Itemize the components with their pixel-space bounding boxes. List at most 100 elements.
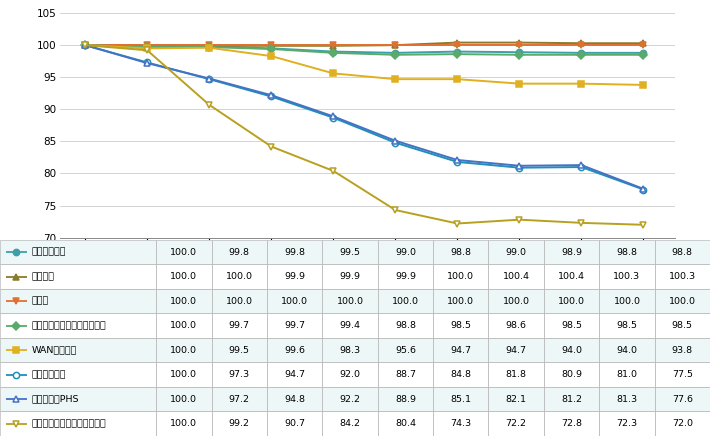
Text: 100.0: 100.0 <box>503 296 530 306</box>
Bar <box>599 264 655 289</box>
Bar <box>655 313 710 338</box>
Text: 100.0: 100.0 <box>392 296 419 306</box>
Bar <box>433 313 488 338</box>
Text: 74.3: 74.3 <box>450 419 471 428</box>
Text: 100.0: 100.0 <box>170 346 197 354</box>
Bar <box>378 240 433 264</box>
Bar <box>378 313 433 338</box>
Text: 98.3: 98.3 <box>339 346 361 354</box>
Bar <box>212 412 267 436</box>
Bar <box>599 362 655 387</box>
Text: 88.7: 88.7 <box>395 370 416 379</box>
Bar <box>156 362 212 387</box>
Text: 77.5: 77.5 <box>672 370 693 379</box>
Text: 99.9: 99.9 <box>339 272 361 281</box>
Text: 94.0: 94.0 <box>616 346 638 354</box>
Bar <box>544 313 599 338</box>
Bar <box>433 387 488 412</box>
Bar <box>0 338 710 362</box>
Bar <box>655 240 710 264</box>
Text: WANサービス: WANサービス <box>31 346 77 354</box>
Bar <box>544 289 599 313</box>
Bar <box>212 313 267 338</box>
Bar <box>488 338 544 362</box>
Bar <box>267 240 322 264</box>
Bar <box>267 412 322 436</box>
Bar <box>544 264 599 289</box>
Text: 固定電気通信: 固定電気通信 <box>31 248 66 256</box>
Bar <box>156 264 212 289</box>
Text: 81.0: 81.0 <box>616 370 638 379</box>
Bar <box>0 338 156 362</box>
Bar <box>212 240 267 264</box>
Text: 84.2: 84.2 <box>339 419 361 428</box>
Text: 100.0: 100.0 <box>170 395 197 404</box>
Text: 98.5: 98.5 <box>672 321 693 330</box>
Text: 94.8: 94.8 <box>284 395 305 404</box>
Bar <box>544 362 599 387</box>
Text: 72.0: 72.0 <box>672 419 693 428</box>
Text: 81.8: 81.8 <box>506 370 527 379</box>
Text: 固定電話: 固定電話 <box>31 272 54 281</box>
Bar <box>322 313 378 338</box>
Bar <box>267 264 322 289</box>
Bar <box>0 362 710 387</box>
Bar <box>322 412 378 436</box>
Bar <box>488 412 544 436</box>
Bar <box>378 264 433 289</box>
Bar <box>488 313 544 338</box>
Text: 82.1: 82.1 <box>506 395 527 404</box>
Text: 98.8: 98.8 <box>672 248 693 256</box>
Text: 99.7: 99.7 <box>284 321 305 330</box>
Text: 98.6: 98.6 <box>506 321 527 330</box>
Text: 98.9: 98.9 <box>561 248 582 256</box>
Text: 100.3: 100.3 <box>669 272 696 281</box>
Bar <box>0 387 156 412</box>
Bar <box>433 240 488 264</box>
Text: 94.7: 94.7 <box>506 346 527 354</box>
Text: 98.8: 98.8 <box>450 248 471 256</box>
Text: 98.8: 98.8 <box>616 248 638 256</box>
Text: 99.8: 99.8 <box>229 248 250 256</box>
Bar <box>0 412 156 436</box>
Bar <box>0 264 156 289</box>
Bar <box>0 387 710 412</box>
Bar <box>544 240 599 264</box>
Text: 98.8: 98.8 <box>395 321 416 330</box>
Text: 99.5: 99.5 <box>229 346 250 354</box>
Text: 93.8: 93.8 <box>672 346 693 354</box>
Bar <box>599 289 655 313</box>
Text: 100.0: 100.0 <box>669 296 696 306</box>
Text: 専用線: 専用線 <box>31 296 48 306</box>
Text: 77.6: 77.6 <box>672 395 693 404</box>
Text: 99.7: 99.7 <box>229 321 250 330</box>
Bar <box>156 313 212 338</box>
Bar <box>378 387 433 412</box>
Bar <box>267 362 322 387</box>
Bar <box>322 264 378 289</box>
Bar <box>322 387 378 412</box>
Text: 72.3: 72.3 <box>616 419 638 428</box>
Bar <box>544 387 599 412</box>
Bar <box>0 289 710 313</box>
Text: 81.2: 81.2 <box>561 395 582 404</box>
Text: 97.3: 97.3 <box>229 370 250 379</box>
Bar <box>655 338 710 362</box>
Text: 99.9: 99.9 <box>284 272 305 281</box>
Text: 100.0: 100.0 <box>170 248 197 256</box>
Text: 92.2: 92.2 <box>339 395 361 404</box>
Text: インターネット接続サービス: インターネット接続サービス <box>31 321 106 330</box>
Text: 100.0: 100.0 <box>613 296 640 306</box>
Text: 99.0: 99.0 <box>506 248 527 256</box>
Bar <box>433 289 488 313</box>
Text: 100.0: 100.0 <box>337 296 364 306</box>
Text: 84.8: 84.8 <box>450 370 471 379</box>
Bar <box>267 338 322 362</box>
Bar <box>655 264 710 289</box>
Bar <box>655 362 710 387</box>
Bar <box>378 362 433 387</box>
Text: 90.7: 90.7 <box>284 419 305 428</box>
Bar <box>655 289 710 313</box>
Bar <box>488 362 544 387</box>
Text: 100.0: 100.0 <box>226 296 253 306</box>
